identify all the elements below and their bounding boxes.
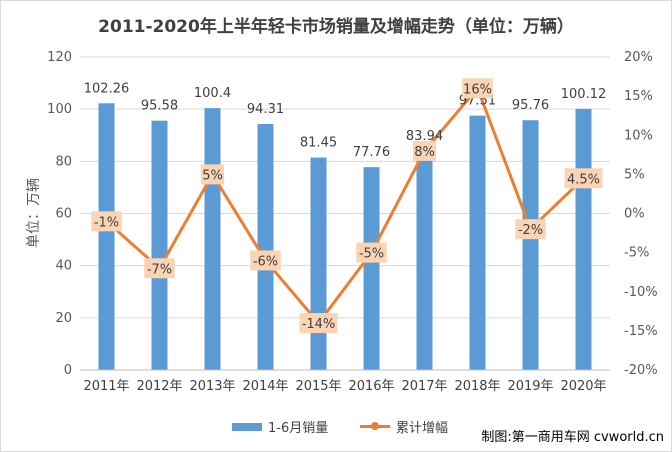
point-label-text: -6% <box>253 254 278 269</box>
y-right-tick-label: 5% <box>624 167 645 182</box>
x-tick-label: 2013年 <box>189 379 235 394</box>
x-tick-label: 2019年 <box>507 379 553 394</box>
growth-line <box>105 86 585 325</box>
bar-value-label: 94.31 <box>247 102 284 117</box>
point-label-box <box>299 313 338 334</box>
legend-label-line: 累计增幅 <box>396 421 449 436</box>
y-left-tick-label: 60 <box>55 207 72 222</box>
y-right-tick-label: -5% <box>624 246 649 261</box>
point-label-text: -14% <box>302 317 336 332</box>
x-tick-label: 2014年 <box>242 379 288 394</box>
bar <box>416 151 433 370</box>
bar <box>575 108 592 370</box>
y-right-tick-label: 10% <box>624 128 653 143</box>
bar-value-label: 102.26 <box>84 81 130 96</box>
x-tick-label: 2020年 <box>560 379 606 394</box>
bar-value-label: 77.76 <box>353 145 390 160</box>
x-tick-label: 2011年 <box>83 379 129 394</box>
line-point-label: 8% <box>413 140 436 161</box>
legend-label-bar: 1-6月销量 <box>268 421 329 436</box>
legend-item-line: 累计增幅 <box>360 417 448 436</box>
bar-value-label: 100.4 <box>194 86 231 101</box>
y-axis-title: 单位：万辆 <box>26 178 42 248</box>
bar-value-label: 95.58 <box>141 99 178 114</box>
y-right-tick-label: -15% <box>624 324 658 339</box>
line-point-label: -1% <box>91 211 122 232</box>
bar-value-label: 100.12 <box>561 87 607 102</box>
point-label-text: 16% <box>463 82 492 97</box>
y-left-tick-label: 40 <box>55 259 72 274</box>
y-left-tick-label: 80 <box>55 154 72 169</box>
y-right-tick-label: 20% <box>624 50 653 65</box>
point-label-box <box>250 250 281 271</box>
x-tick-label: 2015年 <box>295 379 341 394</box>
point-label-text: -1% <box>94 215 119 230</box>
bar <box>204 108 221 370</box>
y-right-tick-label: 0% <box>624 207 645 222</box>
bar <box>98 103 115 370</box>
point-label-text: -5% <box>359 247 384 262</box>
line-point-label: -7% <box>144 258 175 279</box>
line-point-label: -14% <box>299 313 338 334</box>
y-left-tick-label: 100 <box>47 102 72 117</box>
line-point-label: 4.5% <box>564 168 603 189</box>
bar <box>363 167 380 370</box>
point-label-box <box>201 164 224 185</box>
point-label-text: -7% <box>147 262 172 277</box>
point-label-box <box>564 168 603 189</box>
point-label-box <box>144 258 175 279</box>
point-label-box <box>413 140 436 161</box>
chart-title: 2011-2020年上半年轻卡市场销量及增幅走势（单位：万辆） <box>98 17 574 37</box>
line-point-label: 5% <box>201 164 224 185</box>
x-tick-label: 2012年 <box>136 379 182 394</box>
bar <box>469 115 486 371</box>
bar <box>257 124 274 370</box>
y-right-tick-label: -20% <box>624 363 658 378</box>
y-left-tick-label: 120 <box>47 50 72 65</box>
x-tick-label: 2016年 <box>348 379 394 394</box>
y-right-tick-label: -10% <box>624 285 658 300</box>
x-tick-label: 2018年 <box>454 379 500 394</box>
y-left-tick-label: 20 <box>55 311 72 326</box>
legend-swatch-line <box>360 422 390 430</box>
bar-value-label: 95.76 <box>512 98 549 113</box>
point-label-box <box>515 219 546 240</box>
y-left-tick-label: 0 <box>64 363 72 378</box>
bar <box>522 120 539 370</box>
point-label-box <box>356 242 387 263</box>
bar-value-label: 83.94 <box>406 129 443 144</box>
point-label-text: 5% <box>202 168 223 183</box>
line-point-label: -6% <box>250 250 281 271</box>
point-label-text: -2% <box>518 223 543 238</box>
line-point-label: 16% <box>462 78 493 99</box>
line-point-label: -5% <box>356 242 387 263</box>
y-right-tick-label: 15% <box>624 89 653 104</box>
legend-swatch-bar <box>232 422 262 431</box>
bar <box>151 120 168 371</box>
line-point-label: -2% <box>515 219 546 240</box>
x-tick-label: 2017年 <box>401 379 447 394</box>
point-label-box <box>91 211 122 232</box>
legend-item-bars: 1-6月销量 <box>232 417 328 436</box>
source-credit: 制图:第一商用车网 cvworld.cn <box>481 430 664 445</box>
point-label-box <box>462 78 493 99</box>
point-label-text: 8% <box>414 145 435 160</box>
bar-value-label: 81.45 <box>300 136 337 151</box>
point-label-text: 4.5% <box>567 172 600 187</box>
bar <box>310 157 327 370</box>
